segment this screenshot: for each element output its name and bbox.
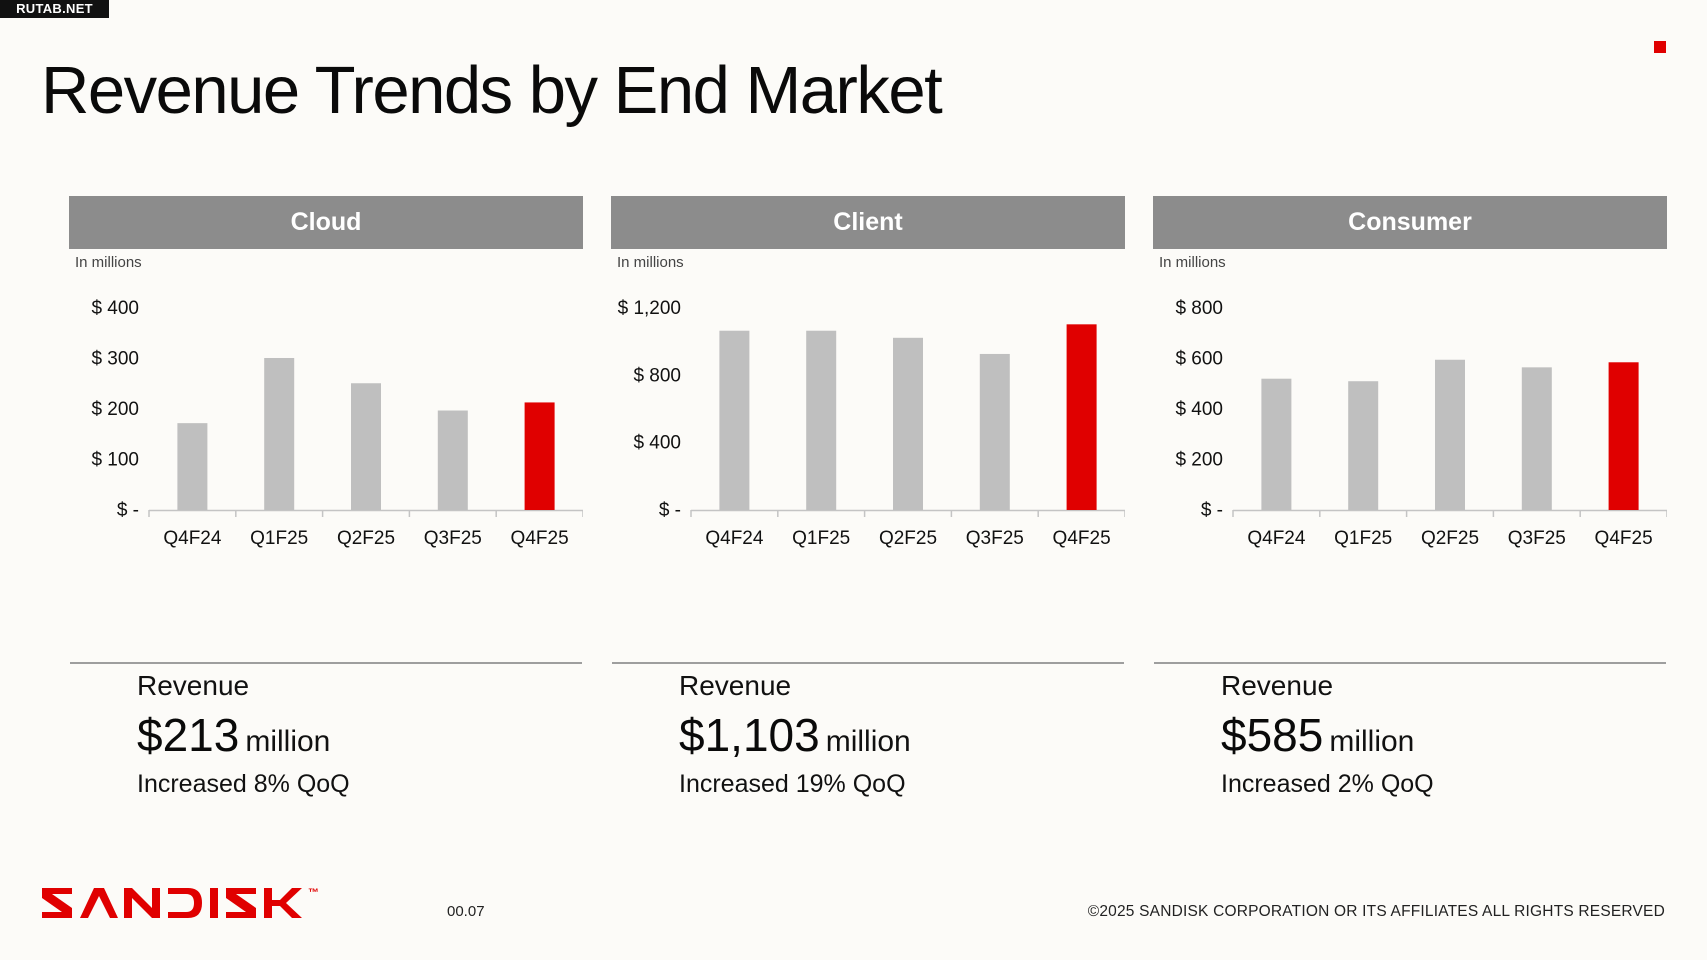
bar-q2f25: [893, 337, 923, 510]
bar-q4f25: [1608, 362, 1639, 510]
panel-header: Cloud: [69, 196, 583, 249]
units-label: In millions: [617, 254, 684, 271]
revenue-amount: $585: [1221, 709, 1324, 761]
sandisk-logo: ™: [42, 887, 319, 918]
y-tick-label: $ -: [117, 500, 139, 521]
revenue-unit: million: [245, 725, 331, 758]
chart-client: $ - $ 400 $ 800 $ 1,200 Q4F24 Q1F25 Q2F25 Q3F25…: [618, 298, 1125, 549]
revenue-value: $213 million: [137, 708, 330, 762]
revenue-value: $1,103 million: [679, 708, 911, 762]
copyright-notice: ©2025 SANDISK CORPORATION OR ITS AFFILIA…: [1087, 903, 1665, 920]
x-tick-label: Q4F25: [1595, 528, 1653, 549]
y-tick-label: $ 1,200: [618, 298, 681, 319]
units-label: In millions: [1159, 254, 1226, 271]
y-tick-label: $ 600: [1175, 349, 1223, 370]
watermark: RUTAB.NET: [0, 0, 109, 18]
y-tick-label: $ -: [1201, 500, 1223, 521]
divider: [612, 662, 1124, 664]
revenue-unit: million: [825, 725, 911, 758]
y-tick-label: $ -: [659, 500, 681, 521]
chart-cloud: $ - $ 100 $ 200 $ 300 $ 400 Q4F24 Q1F25 Q2F25 Q3…: [91, 298, 583, 549]
bar-q3f25: [979, 353, 1010, 510]
y-tick-label: $ 300: [91, 349, 139, 370]
y-tick-label: $ 400: [1175, 399, 1223, 420]
y-tick-label: $ 400: [633, 433, 681, 454]
x-tick-label: Q2F25: [1421, 528, 1479, 549]
bar-q4f25: [1066, 324, 1097, 510]
y-tick-label: $ 800: [1175, 298, 1223, 319]
panel-client: Client In millions $ - $ 400 $ 800 $ 1,200 Q…: [611, 196, 1125, 816]
x-tick-label: Q1F25: [1334, 528, 1392, 549]
y-tick-label: $ 200: [91, 399, 139, 420]
bar-q3f25: [1521, 367, 1552, 510]
bar-q3f25: [437, 410, 468, 510]
x-tick-label: Q4F24: [705, 528, 764, 549]
bar-q2f25: [1435, 359, 1465, 510]
chart-consumer: $ - $ 200 $ 400 $ 600 $ 800 Q4F24 Q1F25 Q2F25 Q3…: [1175, 298, 1667, 549]
revenue-change: Increased 8% QoQ: [137, 770, 350, 798]
bar-q4f24: [719, 330, 750, 510]
y-tick-label: $ 100: [91, 450, 139, 471]
x-tick-label: Q2F25: [337, 528, 395, 549]
x-tick-label: Q4F25: [1053, 528, 1111, 549]
bar-q1f25: [806, 330, 837, 510]
x-tick-label: Q1F25: [792, 528, 850, 549]
y-tick-label: $ 800: [633, 365, 681, 386]
bar-q4f24: [177, 423, 208, 510]
revenue-value: $585 million: [1221, 708, 1414, 762]
x-tick-label: Q4F24: [163, 528, 222, 549]
page-number: 00.07: [447, 903, 485, 920]
panel-header: Consumer: [1153, 196, 1667, 249]
revenue-label: Revenue: [1221, 670, 1334, 701]
revenue-unit: million: [1329, 725, 1415, 758]
bar-q1f25: [264, 357, 295, 510]
revenue-label: Revenue: [679, 670, 792, 701]
y-tick-label: $ 400: [91, 298, 139, 319]
page-title: Revenue Trends by End Market: [41, 53, 943, 128]
x-tick-label: Q4F24: [1247, 528, 1306, 549]
bar-q1f25: [1348, 381, 1379, 510]
corner-accent-square: [1654, 41, 1666, 53]
revenue-label: Revenue: [137, 670, 250, 701]
divider: [1154, 662, 1666, 664]
y-tick-label: $ 200: [1175, 450, 1223, 471]
trademark-symbol: ™: [308, 887, 319, 899]
bar-q4f24: [1261, 378, 1292, 510]
x-tick-label: Q3F25: [966, 528, 1024, 549]
panel-cloud: Cloud In millions $ - $ 100 $ 200 $ 300 $ 40…: [69, 196, 583, 816]
revenue-change: Increased 19% QoQ: [679, 770, 906, 798]
x-tick-label: Q4F25: [511, 528, 569, 549]
x-tick-label: Q1F25: [250, 528, 308, 549]
x-tick-label: Q2F25: [879, 528, 937, 549]
revenue-amount: $213: [137, 709, 240, 761]
panel-header: Client: [611, 196, 1125, 249]
bar-q4f25: [524, 402, 555, 510]
x-tick-label: Q3F25: [424, 528, 482, 549]
units-label: In millions: [75, 254, 142, 271]
bar-q2f25: [351, 383, 381, 510]
revenue-amount: $1,103: [679, 709, 820, 761]
panel-consumer: Consumer In millions $ - $ 200 $ 400 $ 600 $…: [1153, 196, 1667, 816]
revenue-change: Increased 2% QoQ: [1221, 770, 1434, 798]
x-tick-label: Q3F25: [1508, 528, 1566, 549]
divider: [70, 662, 582, 664]
